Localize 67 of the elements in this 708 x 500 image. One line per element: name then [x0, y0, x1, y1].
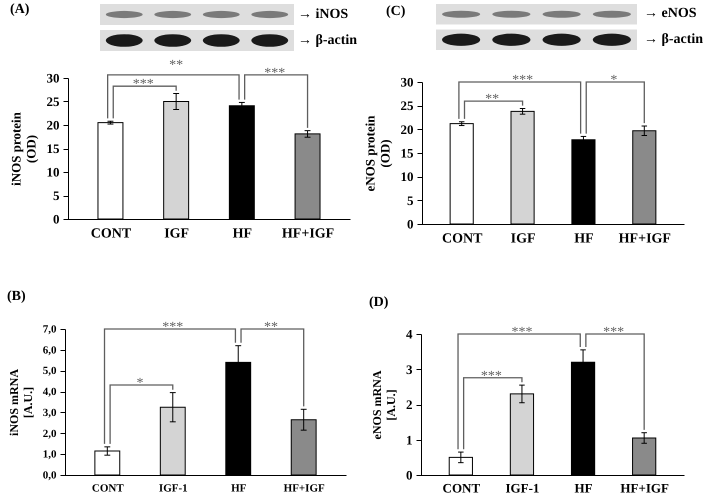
y-tick-label: 30 [400, 74, 414, 90]
annotation: *** [603, 325, 624, 340]
y-axis-title: iNOS mRNA [A.U.] [6, 368, 35, 436]
chart-title: (C) [386, 4, 406, 19]
y-tick-label: 7,0 [42, 324, 57, 336]
y-tick-label: 5 [407, 192, 414, 208]
y-tick-label: 20 [46, 118, 60, 132]
chart-title: (B) [7, 289, 26, 304]
y-tick-label: 15 [400, 146, 414, 160]
y-tick-label: 10 [46, 164, 60, 180]
annotation: *** [132, 77, 154, 92]
x-tick-label: HF+IGF [618, 232, 671, 246]
annotation: * [136, 376, 144, 392]
y-tick-label: 1,0 [42, 448, 57, 461]
annotation: *** [512, 73, 534, 88]
y-tick-label: 3,0 [42, 406, 57, 419]
y-tick-label: 2,0 [42, 428, 57, 440]
y-tick-label: 30 [46, 70, 60, 86]
y-tick-label: 0,0 [42, 470, 57, 482]
text: → β-actin [298, 32, 358, 48]
y-tick-label: 0 [406, 468, 412, 482]
annotation: *** [162, 320, 184, 335]
annotation: * [610, 73, 618, 88]
x-tick-label: CONT [92, 482, 124, 494]
x-tick-label: HF [574, 480, 593, 496]
x-tick-label: HF+IGF [620, 480, 670, 496]
x-tick-label: IGF [164, 226, 190, 242]
y-tick-label: 20 [400, 122, 414, 137]
chart-title: (D) [369, 295, 388, 310]
x-tick-label: IGF-1 [505, 480, 540, 496]
y-tick-label: 1 [406, 432, 412, 448]
x-tick-label: HF [232, 226, 252, 242]
y-axis-title: eNOS mRNA [A.U.] [370, 370, 398, 440]
x-tick-label: HF [231, 482, 247, 494]
annotation: ** [485, 92, 500, 108]
text: → β-actin [644, 32, 704, 47]
y-tick-label: 2 [406, 397, 412, 412]
x-tick-label: CONT [90, 226, 132, 242]
y-axis-title: eNOS protein (OD) [362, 114, 392, 192]
x-tick-label: HF+IGF [284, 482, 326, 494]
x-tick-label: IGF-1 [158, 482, 188, 494]
y-tick-label: 4,0 [42, 386, 57, 398]
y-tick-label: 6,0 [42, 344, 57, 356]
y-tick-label: 0 [407, 216, 414, 232]
text: → eNOS [644, 6, 696, 22]
x-tick-label: HF [574, 232, 594, 246]
y-tick-label: 4 [406, 326, 413, 342]
annotation: *** [480, 368, 502, 384]
annotation: *** [264, 66, 286, 81]
y-tick-label: 25 [400, 98, 414, 114]
x-tick-label: IGF [510, 232, 536, 246]
y-tick-label: 0 [53, 212, 60, 226]
text: → iNOS [298, 6, 348, 22]
annotation: *** [511, 325, 532, 340]
y-axis-title: iNOS protein (OD) [8, 111, 38, 186]
x-tick-label: CONT [442, 232, 484, 246]
text: ** [169, 58, 184, 73]
x-tick-label: HF+IGF [282, 226, 334, 242]
annotation: ** [264, 320, 278, 335]
y-tick-label: 15 [46, 141, 60, 156]
x-tick-label: CONT [442, 480, 480, 496]
chart-title: (A) [10, 2, 30, 17]
y-tick-label: 10 [400, 169, 414, 184]
y-tick-label: 25 [46, 94, 60, 109]
y-tick-label: 5,0 [42, 365, 57, 378]
y-tick-label: 5 [53, 188, 60, 203]
y-tick-label: 3 [406, 362, 413, 377]
